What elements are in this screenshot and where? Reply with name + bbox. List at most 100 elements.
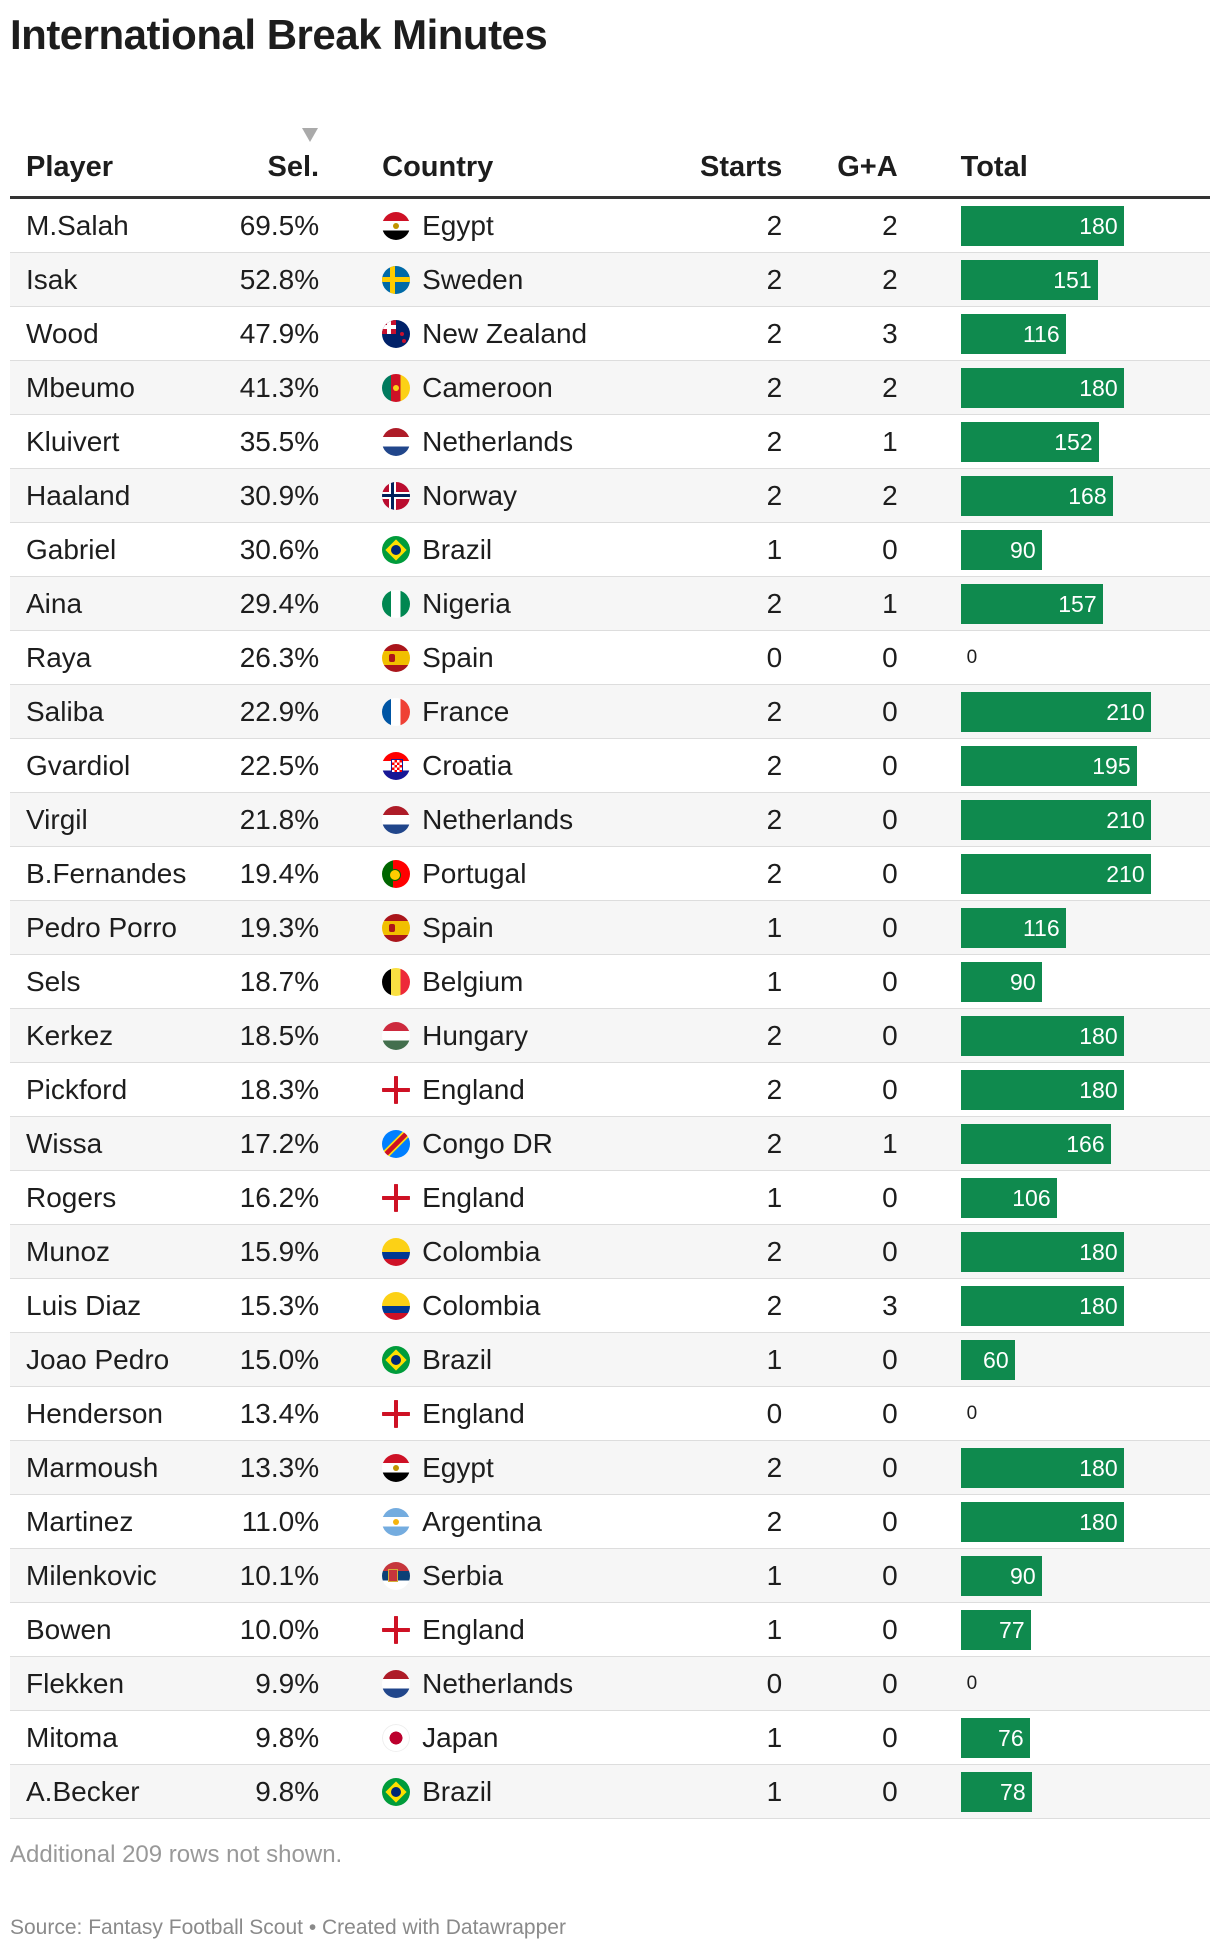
country-name: Sweden [422,263,524,295]
player-name: Kerkez [26,1019,114,1051]
ga-value: 1 [882,1127,898,1159]
total-bar [960,1501,1124,1542]
header-total[interactable]: Total [960,151,1028,183]
player-name: Bowen [26,1613,112,1645]
selected-percent: 30.6% [239,533,320,565]
total-cell: 90 [898,961,1210,1002]
total-bar [960,529,1042,570]
header-player[interactable]: Player [26,151,114,183]
header-country[interactable]: Country [382,151,494,183]
country-name: New Zealand [422,317,588,349]
starts-value: 1 [766,1613,783,1645]
total-bar [960,313,1066,354]
total-cell: 166 [898,1123,1210,1164]
total-bar-label: 166 [1066,1130,1105,1157]
total-cell: 180 [898,1285,1210,1326]
france-flag-icon [382,697,411,726]
table-row: A.Becker 9.8% Brazil 1 0 78 [10,1765,1210,1819]
country-cell: Japan [319,1722,661,1754]
starts-value: 2 [766,1505,783,1537]
table-row: Saliba 22.9% France 2 0 210 [10,685,1210,739]
country-cell: Spain [319,912,661,944]
egypt-flag-icon [382,1453,411,1482]
header-sel[interactable]: Sel. [267,151,320,183]
total-cell: 0 [898,638,1210,678]
selected-percent: 22.9% [239,695,320,727]
country-cell: Cameroon [319,372,661,404]
player-name: Raya [26,641,92,673]
player-name: Henderson [26,1397,163,1429]
starts-value: 0 [766,1667,783,1699]
ga-value: 0 [882,911,898,943]
table-row: Kerkez 18.5% Hungary 2 0 180 [10,1009,1210,1063]
total-bar-label: 116 [1022,320,1060,347]
player-name: Wood [26,317,99,349]
total-bar-label: 76 [998,1724,1024,1751]
selected-percent: 17.2% [239,1127,320,1159]
table-row: Munoz 15.9% Colombia 2 0 180 [10,1225,1210,1279]
ga-value: 0 [882,1505,898,1537]
player-name: Haaland [26,479,131,511]
country-name: Colombia [422,1235,541,1267]
country-name: Netherlands [422,1667,574,1699]
starts-value: 2 [766,749,783,781]
total-cell: 168 [898,475,1210,516]
total-cell: 90 [898,529,1210,570]
country-name: Portugal [422,857,527,889]
total-bar-label: 157 [1058,590,1097,617]
sort-indicator-icon[interactable] [302,128,318,142]
selected-percent: 35.5% [239,425,320,457]
total-bar-label: 0 [966,1402,978,1424]
netherlands-flag-icon [382,427,411,456]
total-cell: 180 [898,205,1210,246]
country-name: England [422,1397,525,1429]
selected-percent: 29.4% [239,587,320,619]
header-ga[interactable]: G+A [837,151,898,183]
total-cell: 180 [898,1231,1210,1272]
total-bar-label: 180 [1079,1022,1118,1049]
table-row: Gabriel 30.6% Brazil 1 0 90 [10,523,1210,577]
selected-percent: 19.4% [239,857,320,889]
player-name: Flekken [26,1667,125,1699]
starts-value: 1 [766,1559,783,1591]
total-bar-label: 151 [1053,266,1092,293]
total-bar-label: 90 [1010,1562,1036,1589]
table-row: Mitoma 9.8% Japan 1 0 76 [10,1711,1210,1765]
ga-value: 0 [882,1397,898,1429]
country-name: England [422,1613,525,1645]
header-starts[interactable]: Starts [700,151,783,183]
country-cell: Belgium [319,966,661,998]
ga-value: 0 [882,1451,898,1483]
colombia-flag-icon [382,1237,411,1266]
country-cell: Brazil [319,1776,661,1808]
total-bar [960,1609,1031,1650]
selected-percent: 15.3% [239,1289,320,1321]
player-name: B.Fernandes [26,857,187,889]
total-cell: 210 [898,853,1210,894]
total-bar-label: 116 [1022,914,1060,941]
total-bar-label: 210 [1106,698,1145,725]
selected-percent: 47.9% [239,317,320,349]
total-cell: 76 [898,1717,1210,1758]
total-cell: 157 [898,583,1210,624]
country-cell: Norway [319,480,661,512]
selected-percent: 13.3% [239,1451,320,1483]
ga-value: 1 [882,587,898,619]
country-name: Cameroon [422,371,553,403]
country-cell: England [319,1398,661,1430]
country-name: Congo DR [422,1127,553,1159]
country-name: Argentina [422,1505,542,1537]
total-bar [960,1015,1124,1056]
selected-percent: 15.0% [239,1343,320,1375]
total-bar [960,1339,1015,1380]
table-row: Luis Diaz 15.3% Colombia 2 3 180 [10,1279,1210,1333]
country-cell: England [319,1074,661,1106]
ga-value: 0 [882,1181,898,1213]
country-name: England [422,1073,525,1105]
table-row: Aina 29.4% Nigeria 2 1 157 [10,577,1210,631]
ga-value: 0 [882,749,898,781]
ga-value: 0 [882,965,898,997]
starts-value: 1 [766,533,783,565]
total-bar [960,259,1098,300]
selected-percent: 21.8% [239,803,320,835]
